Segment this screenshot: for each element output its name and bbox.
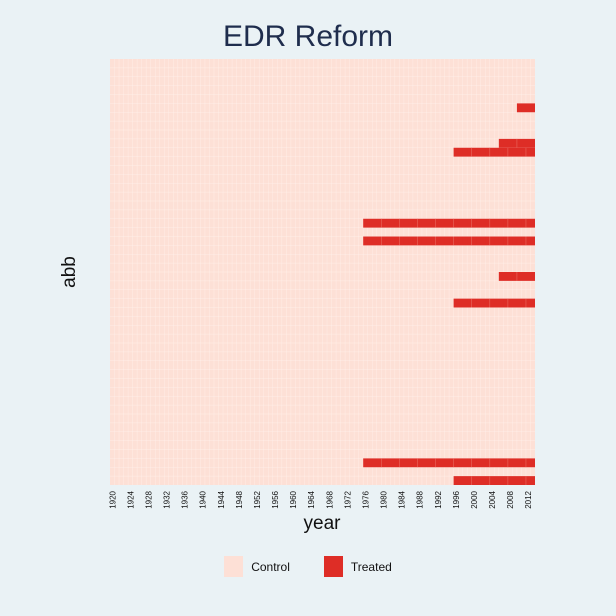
y-axis-label: abb <box>59 256 80 288</box>
heatmap-gridlines <box>110 59 535 485</box>
x-tick-label: 1936 <box>181 490 190 508</box>
x-tick-label: 1956 <box>271 490 280 508</box>
treated-bar <box>363 458 535 468</box>
x-tick-label: 1944 <box>217 490 226 508</box>
x-tick-label: 1960 <box>289 490 298 508</box>
legend-swatch-treated <box>323 556 343 577</box>
treated-bar <box>453 298 535 308</box>
x-tick-label: 2008 <box>506 490 515 508</box>
x-tick-label: 1952 <box>253 490 262 508</box>
x-tick-label: 1988 <box>416 490 425 508</box>
legend-item-control: Control <box>224 556 290 577</box>
x-tick-label: 1984 <box>398 490 407 508</box>
x-tick-label: 1976 <box>361 490 370 508</box>
x-tick-label: 1964 <box>307 490 316 508</box>
treated-bar <box>453 476 535 485</box>
x-tick-label: 1992 <box>434 490 443 508</box>
treated-bar <box>363 236 535 246</box>
x-tick-label: 1948 <box>235 490 244 508</box>
legend-item-treated: Treated <box>323 556 392 577</box>
x-tick-label: 1940 <box>199 490 208 508</box>
treated-bars <box>363 103 535 485</box>
x-tick-label: 1972 <box>343 490 352 508</box>
x-tick-label: 1996 <box>452 490 461 508</box>
treated-bar <box>516 103 535 113</box>
x-tick-label: 1928 <box>144 490 153 508</box>
x-tick-label: 2012 <box>524 490 533 508</box>
x-tick-label: 1932 <box>163 490 172 508</box>
treated-bar <box>453 147 535 157</box>
x-tick-labels: 1920 1924 1928 1932 1936 1940 1944 1948 1952 1956… <box>108 490 533 508</box>
x-axis-label: year <box>303 513 341 534</box>
legend-swatch-control <box>224 556 244 577</box>
x-tick-label: 2004 <box>488 490 497 508</box>
legend: Control Treated <box>0 556 616 577</box>
x-tick-label: 1968 <box>325 490 334 508</box>
legend-label-treated: Treated <box>350 559 392 574</box>
x-tick-label: 1924 <box>126 490 135 508</box>
x-tick-label: 2000 <box>470 490 479 508</box>
chart-title: EDR Reform <box>222 20 394 53</box>
legend-label-control: Control <box>251 559 290 574</box>
x-tick-label: 1920 <box>108 490 117 508</box>
x-tick-label: 1980 <box>380 490 389 508</box>
treated-bar <box>363 218 535 228</box>
